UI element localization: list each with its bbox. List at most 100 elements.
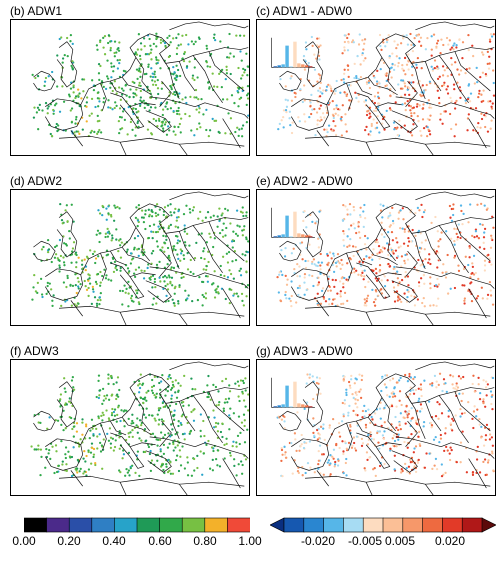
station-dot xyxy=(375,272,378,275)
station-dot xyxy=(228,428,231,431)
station-dot xyxy=(422,421,426,424)
station-dot xyxy=(450,57,453,60)
station-dot xyxy=(483,458,487,461)
station-dot xyxy=(55,470,59,474)
station-dot xyxy=(182,254,185,257)
station-dot xyxy=(154,212,157,215)
station-dot xyxy=(359,76,363,79)
station-dot xyxy=(175,219,178,222)
station-dot xyxy=(212,383,215,387)
station-dot xyxy=(371,72,374,75)
station-dot xyxy=(87,449,90,452)
map-outline xyxy=(424,61,442,92)
station-dot xyxy=(164,105,167,108)
station-dot xyxy=(247,114,249,117)
station-dot xyxy=(154,119,158,122)
station-dot xyxy=(157,92,160,96)
station-dot xyxy=(437,417,440,420)
station-dot xyxy=(366,294,370,297)
histogram-bar xyxy=(301,234,305,238)
map-outline xyxy=(56,381,78,428)
station-dot xyxy=(486,50,489,53)
station-dot xyxy=(450,219,454,222)
station-dot xyxy=(170,214,173,217)
station-dot xyxy=(235,209,239,212)
map-outline xyxy=(100,82,107,111)
station-dot xyxy=(165,238,168,241)
station-dot xyxy=(482,398,485,401)
station-dot xyxy=(452,48,455,51)
station-dot xyxy=(172,301,175,305)
station-dot xyxy=(456,235,460,239)
station-dot xyxy=(98,240,101,244)
map-outline xyxy=(145,450,172,473)
station-dot xyxy=(232,230,235,233)
station-dot xyxy=(140,48,143,51)
cbar-tick: 0.20 xyxy=(57,534,81,548)
station-dot xyxy=(84,268,87,272)
station-dot xyxy=(157,59,160,62)
station-dot xyxy=(444,110,447,113)
station-dot xyxy=(169,223,173,227)
station-dot xyxy=(342,282,345,285)
station-dot xyxy=(418,40,421,43)
station-dot xyxy=(64,453,67,456)
station-dot xyxy=(133,275,137,279)
station-dot xyxy=(490,436,494,439)
station-dot xyxy=(174,225,177,228)
station-dot xyxy=(404,373,407,377)
station-dot xyxy=(482,460,485,464)
station-dot xyxy=(196,466,199,470)
station-dot xyxy=(452,419,455,422)
station-dot xyxy=(477,376,480,379)
station-dot xyxy=(58,399,61,403)
station-dot xyxy=(322,423,325,426)
station-dot xyxy=(71,376,74,379)
station-dot xyxy=(137,203,141,207)
station-dot xyxy=(356,54,359,58)
station-dot xyxy=(379,401,382,404)
station-dot xyxy=(487,459,490,462)
station-dot xyxy=(420,67,423,70)
station-dot xyxy=(326,289,330,292)
inset-histogram xyxy=(271,207,315,238)
station-dot xyxy=(333,463,337,466)
map-outline xyxy=(391,280,418,303)
station-dot xyxy=(308,373,312,376)
station-dot xyxy=(391,206,394,209)
station-dot xyxy=(229,117,233,120)
station-dot xyxy=(221,435,224,439)
station-dot xyxy=(468,100,472,103)
station-dot xyxy=(127,292,130,295)
station-dot xyxy=(99,292,102,295)
station-dot xyxy=(392,222,395,225)
station-dot xyxy=(142,220,146,224)
station-dot xyxy=(106,231,109,234)
station-dot xyxy=(373,109,376,112)
station-dot xyxy=(451,429,454,432)
station-dot xyxy=(308,234,311,237)
map-outline xyxy=(149,96,249,119)
station-dot xyxy=(394,415,397,419)
cbar-tick: 0.005 xyxy=(384,534,416,548)
station-dot xyxy=(437,96,441,100)
station-dot xyxy=(113,414,117,417)
map-outline xyxy=(178,143,188,155)
station-dot xyxy=(141,382,145,385)
station-dot xyxy=(362,210,365,213)
station-dot xyxy=(46,239,50,242)
station-dot xyxy=(317,427,320,431)
station-dot xyxy=(317,463,320,466)
station-dot xyxy=(419,383,423,386)
map-outline xyxy=(367,416,398,436)
map-outline xyxy=(109,420,127,436)
colorbar-arrow-high xyxy=(481,517,496,533)
station-dot xyxy=(459,96,462,99)
station-dot xyxy=(162,436,165,439)
station-dot xyxy=(476,125,479,129)
station-dot xyxy=(113,445,117,449)
station-dot xyxy=(400,467,403,471)
station-dot xyxy=(362,257,366,261)
station-dot xyxy=(136,450,140,453)
station-dot xyxy=(303,84,306,87)
